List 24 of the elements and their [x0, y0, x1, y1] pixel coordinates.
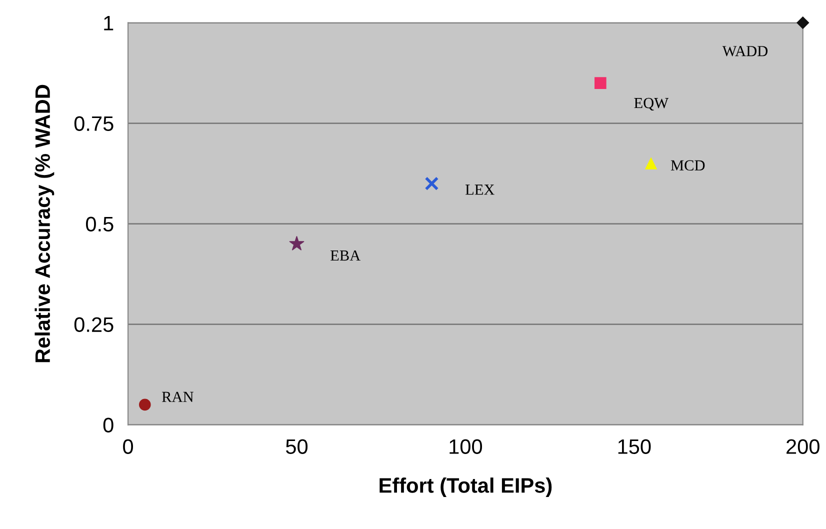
- point: [594, 77, 606, 89]
- x-tick-label: 100: [450, 439, 482, 454]
- y-tick-label: 0.75: [74, 116, 114, 132]
- text: WADD: [722, 46, 768, 56]
- y-axis-title: Relative Accuracy (% WADD: [34, 84, 54, 362]
- series-label: EQW: [634, 98, 669, 111]
- x-tick-label: 50: [286, 439, 308, 454]
- series-label: LEX: [465, 184, 494, 195]
- x-tick-label: 0: [123, 439, 134, 454]
- point: [289, 236, 304, 250]
- point: [796, 16, 810, 29]
- y-tick-label: 0.25: [74, 317, 114, 332]
- series-label: RAN: [162, 392, 194, 402]
- y-tick-label: 1: [104, 16, 114, 30]
- x-tick-label: 150: [618, 439, 651, 454]
- series-label: EBA: [330, 250, 361, 261]
- point: [138, 398, 151, 411]
- point: [424, 176, 439, 191]
- point: [645, 158, 657, 170]
- x-axis-title: Effort (Total EIPs): [380, 478, 552, 497]
- x-tick-label: 200: [786, 439, 820, 454]
- y-tick-label: 0.5: [86, 216, 114, 232]
- series-label: MCD: [670, 160, 705, 171]
- y-tick-label: 0: [103, 418, 114, 433]
